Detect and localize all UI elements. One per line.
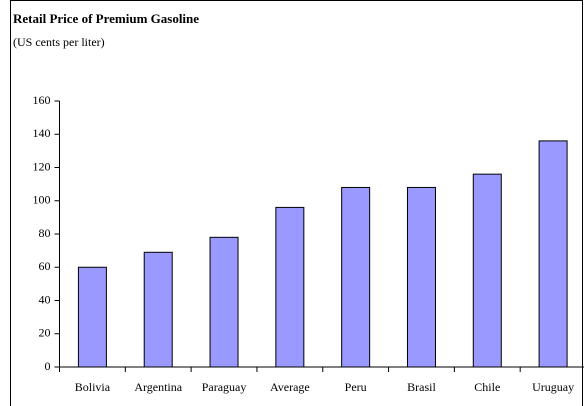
x-tick-label: Peru bbox=[345, 380, 367, 394]
x-tick-label: Uruguay bbox=[532, 380, 574, 394]
x-tick-label: Brasil bbox=[407, 380, 436, 394]
y-tick-label: 0 bbox=[45, 359, 51, 373]
y-tick-label: 160 bbox=[33, 93, 51, 107]
x-tick-label: Bolivia bbox=[75, 380, 111, 394]
bar bbox=[143, 251, 173, 368]
y-tick-label: 20 bbox=[39, 326, 51, 340]
x-tick-label: Chile bbox=[474, 380, 500, 394]
y-tick-label: 80 bbox=[39, 226, 51, 240]
bar bbox=[275, 206, 305, 368]
y-tick-label: 140 bbox=[33, 126, 51, 140]
y-tick-label: 40 bbox=[39, 292, 51, 306]
bar bbox=[472, 173, 502, 368]
bar bbox=[406, 186, 436, 368]
bar bbox=[209, 236, 239, 368]
y-tick-label: 60 bbox=[39, 259, 51, 273]
chart-subtitle: (US cents per liter) bbox=[13, 35, 105, 49]
bar bbox=[538, 140, 568, 368]
chart-title: Retail Price of Premium Gasoline bbox=[13, 11, 199, 26]
x-tick-label: Average bbox=[270, 380, 310, 394]
y-tick-label: 100 bbox=[33, 193, 51, 207]
bar bbox=[341, 186, 371, 368]
x-tick-label: Paraguay bbox=[202, 380, 247, 394]
bar bbox=[77, 266, 107, 368]
y-tick-label: 120 bbox=[33, 159, 51, 173]
x-tick-label: Argentina bbox=[134, 380, 182, 394]
